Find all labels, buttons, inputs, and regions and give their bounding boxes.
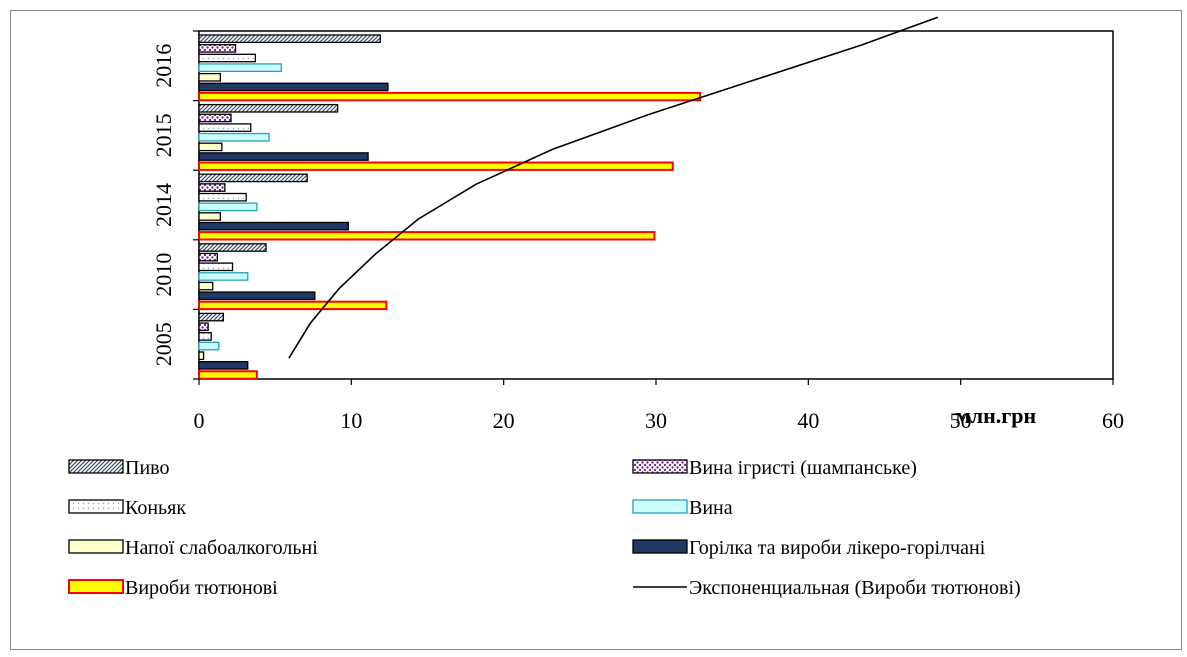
bar-2014-series-0 bbox=[198, 173, 308, 183]
legend-item-7: Экспоненциальная (Вироби тютюнові) bbox=[633, 577, 1021, 599]
bar-2010-series-4 bbox=[198, 281, 214, 291]
legend-swatch bbox=[632, 499, 688, 514]
bar-2005-series-0 bbox=[198, 312, 225, 322]
bar-2016-series-5 bbox=[198, 82, 389, 92]
bar-2005-series-2 bbox=[198, 332, 212, 341]
legend-item-0: Пиво bbox=[68, 457, 169, 479]
bar-2014-series-4 bbox=[198, 212, 221, 221]
legend-label: Коньяк bbox=[125, 497, 186, 519]
category-label-2010: 2010 bbox=[151, 253, 176, 297]
legend-item-2: Коньяк bbox=[68, 497, 186, 519]
bar-2010-series-0 bbox=[198, 243, 267, 252]
bar-2010-series-6 bbox=[198, 300, 388, 311]
x-tick-label: 20 bbox=[493, 408, 515, 433]
bar-2015-series-6 bbox=[198, 161, 674, 171]
legend-item-3: Вина bbox=[632, 497, 733, 519]
legend-swatch bbox=[68, 579, 124, 594]
bar-2014-series-5 bbox=[198, 221, 349, 231]
bar-2015-series-1 bbox=[198, 113, 232, 123]
legend-label: Вироби тютюнові bbox=[125, 577, 278, 599]
x-tick-label: 60 bbox=[1102, 408, 1124, 433]
bar-2005-series-1 bbox=[198, 322, 209, 332]
legend-swatch bbox=[68, 459, 124, 474]
legend-label: Пиво bbox=[125, 457, 169, 479]
legend-item-6: Вироби тютюнові bbox=[68, 577, 278, 599]
legend-item-5: Горілка та вироби лікеро-горілчані bbox=[632, 537, 986, 559]
bar-2010-series-5 bbox=[198, 291, 316, 301]
bar-2005-series-4 bbox=[198, 351, 205, 361]
category-label-2005: 2005 bbox=[151, 322, 176, 366]
category-label-2015: 2015 bbox=[151, 113, 176, 157]
bar-2014-series-1 bbox=[198, 183, 226, 192]
legend-label: Напої слабоалкогольні bbox=[125, 537, 318, 559]
bar-chart: 0 10 20 30 40 50 60 2005 2010 2014 2015 2016 млн.грн… bbox=[68, 16, 1124, 599]
bar-2016-series-1 bbox=[198, 44, 237, 53]
bar-2016-series-4 bbox=[198, 72, 221, 82]
trendline bbox=[288, 16, 939, 359]
legend-swatch bbox=[68, 499, 124, 514]
bar-2016-series-6 bbox=[198, 91, 702, 102]
bar-2015-series-3 bbox=[198, 132, 270, 142]
category-label-2014: 2014 bbox=[151, 183, 176, 227]
x-tick-label: 0 bbox=[194, 408, 205, 433]
bar-2015-series-4 bbox=[198, 142, 223, 152]
chart-frame: 0 10 20 30 40 50 60 2005 2010 2014 2015 2016 млн.грн… bbox=[10, 10, 1182, 650]
bar-2010-series-1 bbox=[198, 252, 218, 262]
bar-2015-series-0 bbox=[198, 103, 339, 113]
bar-2005-series-3 bbox=[198, 341, 220, 351]
legend-swatch bbox=[68, 539, 124, 554]
x-tick-label: 40 bbox=[797, 408, 819, 433]
bar-2014-series-6 bbox=[198, 231, 656, 241]
legend-item-1: Вина ігристі (шампанське) bbox=[632, 457, 917, 479]
bar-2005-series-5 bbox=[198, 360, 249, 370]
bar-2014-series-3 bbox=[198, 202, 258, 212]
x-tick-label: 30 bbox=[645, 408, 667, 433]
legend-label: Вина ігристі (шампанське) bbox=[689, 457, 917, 479]
bar-2016-series-3 bbox=[198, 63, 282, 73]
bar-2016-series-0 bbox=[198, 34, 381, 44]
bar-2010-series-2 bbox=[198, 262, 234, 272]
legend-item-4: Напої слабоалкогольні bbox=[68, 537, 318, 559]
legend-label: Горілка та вироби лікеро-горілчані bbox=[689, 537, 986, 559]
bar-2016-series-2 bbox=[198, 53, 257, 63]
legend-swatch bbox=[632, 539, 688, 554]
bar-2010-series-3 bbox=[198, 272, 249, 281]
legend-label: Вина bbox=[689, 497, 733, 519]
legend-swatch bbox=[632, 459, 688, 474]
x-tick-label: 50 bbox=[950, 408, 972, 433]
x-tick-label: 10 bbox=[340, 408, 362, 433]
x-unit-label: млн.грн bbox=[956, 403, 1037, 428]
legend-label: Экспоненциальная (Вироби тютюнові) bbox=[689, 577, 1021, 599]
bar-2014-series-2 bbox=[198, 192, 247, 202]
bar-2015-series-2 bbox=[198, 123, 252, 132]
category-label-2016: 2016 bbox=[151, 44, 176, 88]
bar-2015-series-5 bbox=[198, 152, 369, 161]
bar-2005-series-6 bbox=[198, 370, 258, 380]
